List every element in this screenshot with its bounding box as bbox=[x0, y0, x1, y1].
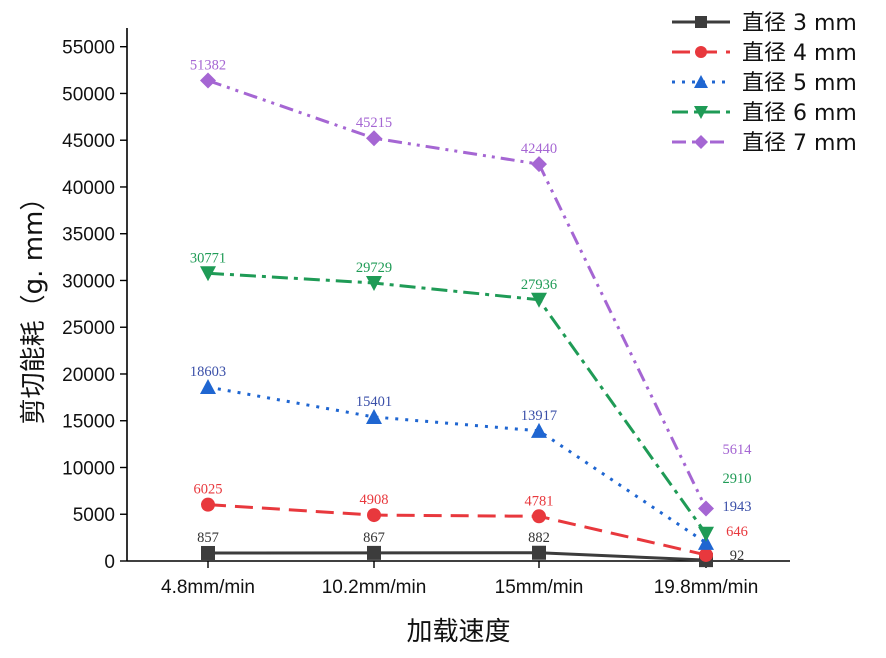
legend-label: 直径 7 mm bbox=[742, 131, 857, 156]
legend-item-1: 直径 3 mm bbox=[672, 11, 857, 36]
legend-label: 直径 5 mm bbox=[742, 71, 857, 96]
marker-circle bbox=[532, 509, 546, 524]
legend: 直径 3 mm 直径 4 mm 直径 5 mm 直径 6 mm 直径 7 mm bbox=[672, 11, 857, 156]
series-line bbox=[207, 385, 707, 545]
marker-triangle-down bbox=[366, 276, 382, 292]
data-label: 13917 bbox=[521, 408, 557, 424]
x-tick-label: 19.8mm/min bbox=[654, 577, 759, 598]
marker-diamond bbox=[694, 135, 708, 149]
series-5 bbox=[200, 72, 714, 517]
marker-triangle-down bbox=[694, 106, 708, 119]
x-tick-label: 4.8mm/min bbox=[161, 577, 255, 598]
y-tick-label: 55000 bbox=[62, 38, 115, 59]
x-axis-title: 加载速度 bbox=[406, 617, 510, 647]
data-label: 42440 bbox=[521, 141, 557, 157]
marker-diamond bbox=[531, 156, 547, 173]
y-tick-label: 10000 bbox=[62, 458, 115, 479]
data-label: 2910 bbox=[723, 471, 752, 487]
y-tick-label: 5000 bbox=[73, 505, 115, 526]
marker-circle bbox=[201, 497, 215, 512]
data-label: 6025 bbox=[194, 482, 223, 498]
marker-circle bbox=[695, 46, 707, 58]
marker-square bbox=[367, 545, 381, 560]
marker-diamond bbox=[200, 72, 216, 89]
y-tick-label: 15000 bbox=[62, 412, 115, 433]
series-layer bbox=[200, 72, 714, 568]
legend-label: 直径 3 mm bbox=[742, 11, 857, 36]
data-label: 646 bbox=[726, 524, 748, 540]
legend-item-2: 直径 4 mm bbox=[672, 41, 857, 66]
marker-diamond bbox=[366, 130, 382, 147]
y-tick-label: 0 bbox=[104, 552, 115, 573]
data-label: 15401 bbox=[356, 394, 392, 410]
marker-diamond bbox=[698, 500, 714, 517]
y-tick-label: 25000 bbox=[62, 318, 115, 339]
marker-triangle-up bbox=[200, 379, 216, 395]
marker-square bbox=[532, 545, 546, 560]
data-label: 45215 bbox=[356, 115, 392, 131]
y-tick-label: 50000 bbox=[62, 84, 115, 105]
data-label: 857 bbox=[197, 530, 219, 546]
series-line bbox=[207, 551, 707, 562]
data-label: 92 bbox=[730, 548, 745, 564]
marker-triangle-down bbox=[200, 266, 216, 282]
y-tick-label: 40000 bbox=[62, 178, 115, 199]
legend-item-3: 直径 5 mm bbox=[672, 71, 857, 96]
series-3 bbox=[200, 379, 714, 550]
marker-square bbox=[695, 16, 707, 28]
marker-circle bbox=[699, 547, 713, 562]
marker-triangle-up bbox=[694, 75, 708, 88]
x-tick-label: 10.2mm/min bbox=[322, 577, 427, 598]
data-label: 27936 bbox=[521, 277, 557, 293]
series-1 bbox=[201, 545, 713, 568]
y-tick-label: 35000 bbox=[62, 225, 115, 246]
x-tick-label: 15mm/min bbox=[495, 577, 584, 598]
data-label: 18603 bbox=[190, 364, 226, 380]
data-label: 51382 bbox=[190, 58, 226, 74]
data-labels: 857 867 882 92 6025 4908 4781 646 18603 15401 1391… bbox=[190, 58, 752, 564]
data-label: 5614 bbox=[723, 442, 753, 458]
legend-label: 直径 4 mm bbox=[742, 41, 857, 66]
y-tick-label: 30000 bbox=[62, 271, 115, 292]
data-label: 4781 bbox=[525, 493, 554, 509]
marker-triangle-up bbox=[698, 534, 714, 550]
data-label: 1943 bbox=[723, 499, 752, 515]
data-label: 882 bbox=[528, 530, 550, 546]
legend-item-4: 直径 6 mm bbox=[672, 101, 857, 126]
series-2 bbox=[201, 497, 713, 562]
axes: 0 5000 10000 15000 20000 25000 30000 35000 40000… bbox=[19, 28, 790, 647]
marker-circle bbox=[367, 508, 381, 523]
data-label: 29729 bbox=[356, 260, 392, 276]
marker-triangle-down bbox=[531, 292, 547, 308]
series-4 bbox=[200, 266, 714, 542]
series-line bbox=[207, 79, 708, 510]
marker-triangle-up bbox=[531, 422, 547, 438]
legend-item-5: 直径 7 mm bbox=[672, 131, 857, 156]
data-label: 4908 bbox=[360, 492, 389, 508]
y-tick-label: 20000 bbox=[62, 365, 115, 386]
data-label: 867 bbox=[363, 530, 385, 546]
series-line bbox=[207, 503, 707, 557]
marker-triangle-up bbox=[366, 408, 382, 424]
data-label: 30771 bbox=[190, 250, 226, 266]
series-line bbox=[207, 271, 708, 535]
legend-label: 直径 6 mm bbox=[742, 101, 857, 126]
y-tick-label: 45000 bbox=[62, 131, 115, 152]
marker-triangle-down bbox=[698, 526, 714, 542]
y-axis-title: 剪切能耗（g. mm） bbox=[19, 185, 49, 425]
marker-square bbox=[201, 545, 215, 560]
